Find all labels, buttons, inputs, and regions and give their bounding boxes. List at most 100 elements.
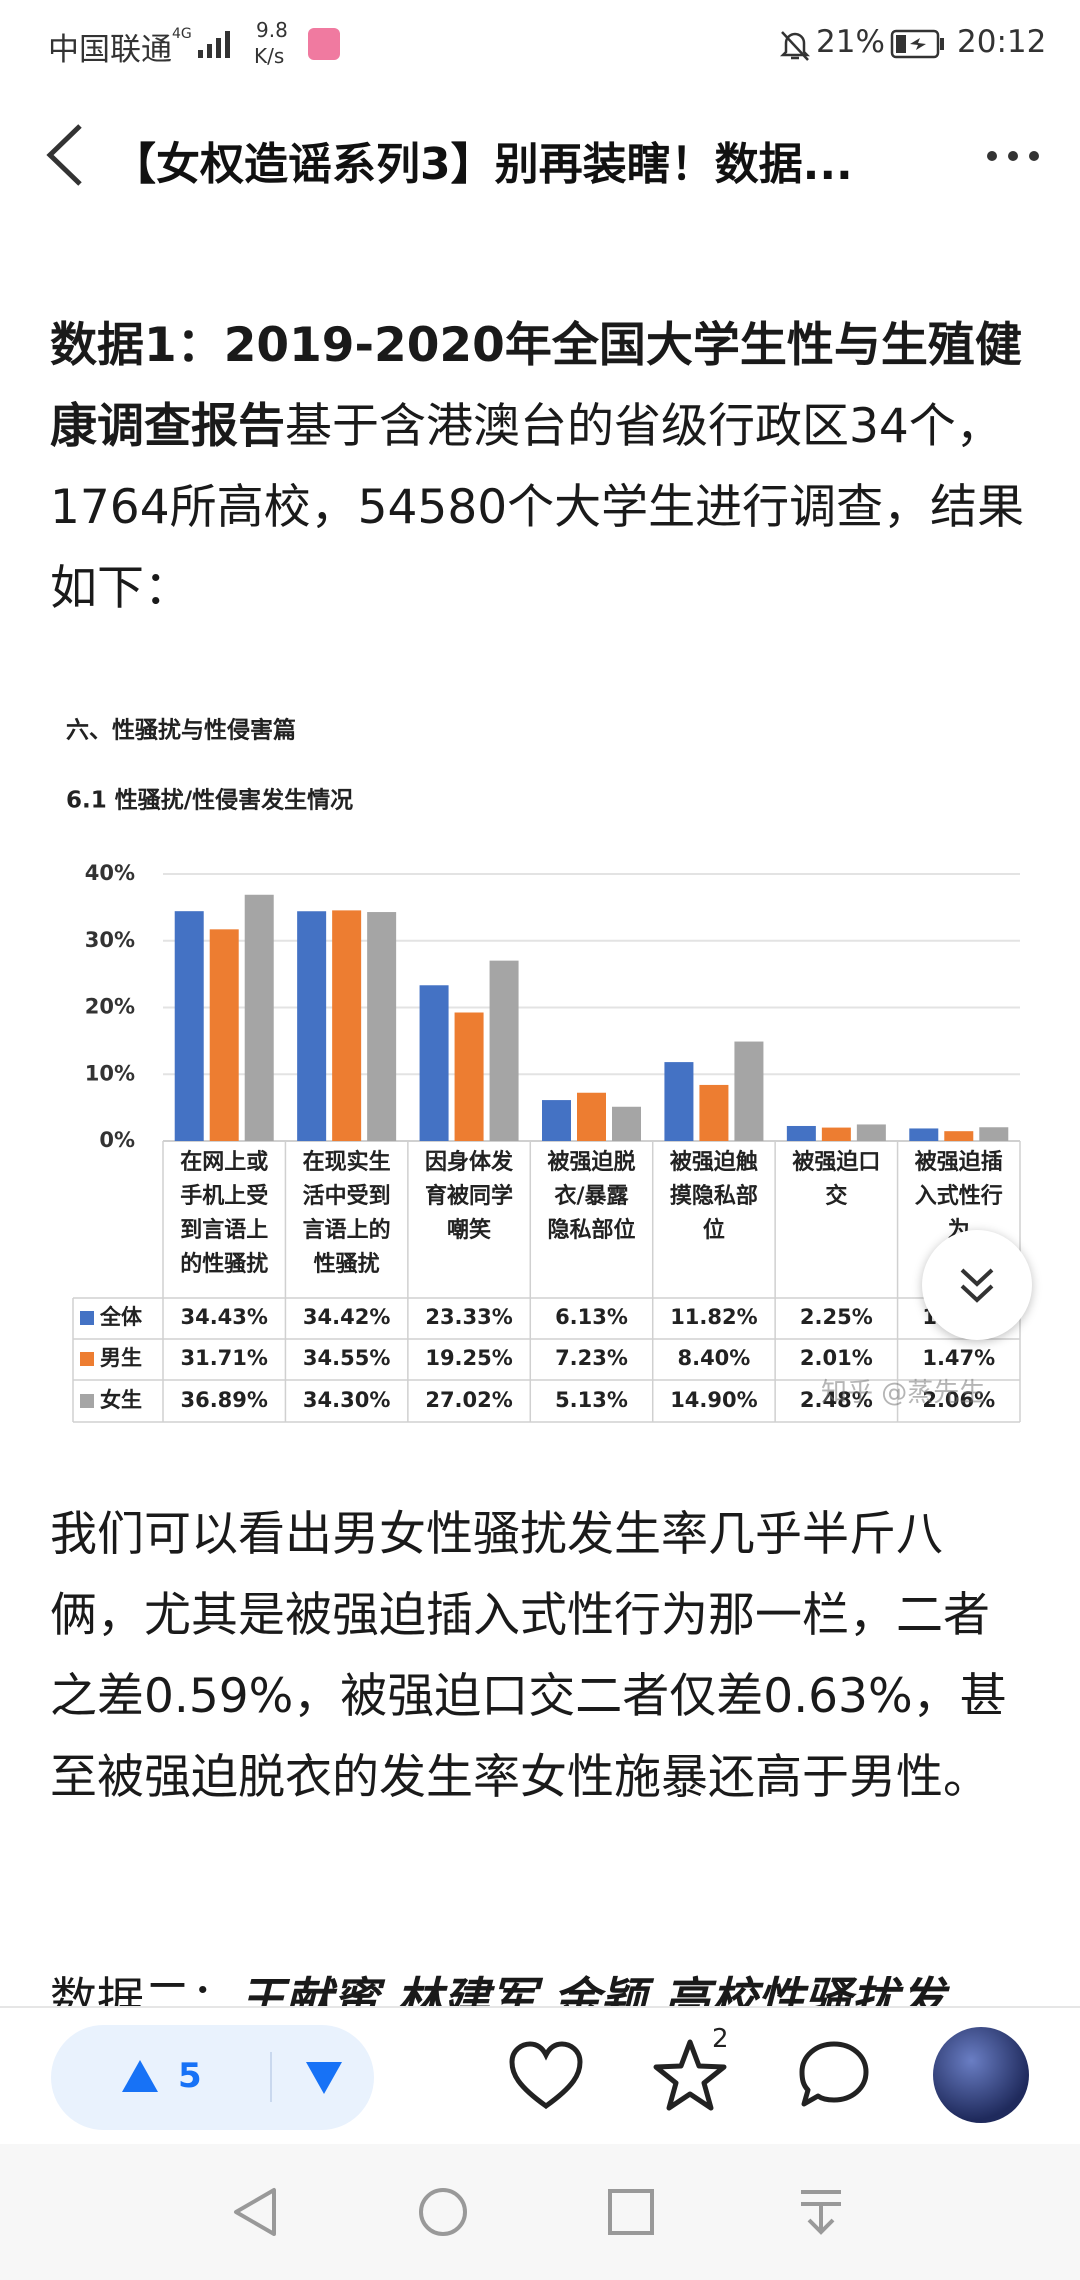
x-tick-label-box: 被强迫触摸隐私部位 [669,1150,758,1243]
bar [542,1100,571,1141]
bar [244,894,274,1141]
article-title: 【女权造谣系列3】别再装瞎！数据... [112,139,853,190]
x-tick-label: 被强迫触摸隐私部位 [669,1150,758,1243]
y-tick-label: 30% [85,928,135,952]
nav-home[interactable] [417,2186,469,2238]
x-tick-label-box: 因身体发育被同学嘲笑 [425,1150,514,1243]
value-label: 34.55% [303,1346,390,1370]
value-label: 2.06% [922,1388,995,1412]
bar [577,1092,606,1141]
comment-button[interactable] [796,2040,872,2112]
value-label: 14.90% [670,1388,757,1412]
nav-back[interactable] [230,2186,280,2238]
bar [489,960,519,1141]
favorite-button[interactable] [652,2038,728,2112]
back-button[interactable] [42,122,88,188]
bar [454,1012,484,1141]
bar [367,912,397,1141]
value-label: 6.13% [555,1305,628,1329]
bar [944,1131,974,1141]
x-tick-label: 被强迫口交 [792,1150,881,1209]
legend-label: 全体 [99,1305,143,1329]
like-button[interactable] [508,2040,584,2112]
bar [979,1127,1009,1141]
bar [699,1084,729,1141]
value-label: 34.42% [303,1305,390,1329]
bar [297,911,327,1141]
value-label: 23.33% [425,1305,512,1329]
paragraph: 数据1：2019-2020年全国大学生性与生殖健康调查报告基于含港澳台的省级行政… [50,305,1030,629]
legend-label: 男生 [100,1346,142,1370]
downvote-icon[interactable] [304,2060,344,2096]
legend-swatch [80,1311,94,1325]
x-tick-label-box: 在网上或手机上受到言语上的性骚扰 [180,1150,269,1277]
value-label: 7.23% [555,1346,628,1370]
divider [270,2052,272,2102]
y-tick-label: 20% [85,995,135,1019]
x-tick-label-box: 被强迫插入式性行为 [914,1150,1003,1243]
bar [612,1106,641,1141]
time: 20:12 [957,24,1047,60]
x-tick-label: 因身体发育被同学嘲笑 [425,1150,514,1243]
paragraph: 我们可以看出男女性骚扰发生率几乎半斤八俩，尤其是被强迫插入式性行为那一栏，二者之… [50,1507,1007,1805]
value-label: 8.40% [677,1346,750,1370]
value-label: 36.89% [180,1388,267,1412]
legend-label: 女生 [100,1388,142,1412]
x-tick-label: 在现实生活中受到言语上的性骚扰 [302,1150,391,1277]
nav-notifications[interactable] [797,2186,845,2238]
speed: 9.8 [256,18,288,42]
bar [419,985,449,1141]
value-label: 2.25% [800,1305,873,1329]
y-tick-label: 40% [85,861,135,885]
value-label: 2.48% [800,1388,873,1412]
x-tick-label: 被强迫脱衣/暴露隐私部位 [547,1150,636,1243]
bar [332,910,362,1141]
favorite-count: 2 [712,2024,729,2054]
upvote-icon[interactable] [120,2058,160,2094]
nav-recent[interactable] [607,2188,655,2236]
value-label: 11.82% [670,1305,757,1329]
battery-level: 21% [816,24,885,60]
x-tick-label-box: 被强迫口交 [792,1150,881,1209]
legend-swatch [80,1352,94,1366]
x-tick-label-box: 被强迫脱衣/暴露隐私部位 [547,1150,636,1243]
upvote-count: 5 [178,2056,202,2096]
bar [856,1124,886,1141]
bar [734,1041,764,1141]
bar [821,1127,851,1141]
chart: 六、性骚扰与性侵害篇 6.1 性骚扰/性侵害发生情况 0% 10% 20% 30% 40… [66,717,1021,1423]
carrier: 中国联通 [48,32,172,68]
x-tick-label-box: 在现实生活中受到言语上的性骚扰 [302,1150,391,1277]
bar [174,911,204,1141]
network: 4G [172,26,192,42]
mute-icon [779,31,811,61]
value-label: 34.43% [180,1305,267,1329]
value-label: 2.01% [800,1346,873,1370]
more-button[interactable] [984,146,1044,166]
watermark: 知乎 @蒸先生 [821,1378,986,1408]
scroll-down-button[interactable] [922,1230,1032,1340]
bold-text: 数据1：2019-2020年全国大学生性与生殖健康调查报告 [50,318,1022,454]
y-tick-label: 10% [85,1061,135,1085]
text: 基于含港澳台的省级行政区34个，1764所高校，54580个大学生进行调查，结果… [50,399,1025,616]
x-tick-label: 被强迫插入式性行为 [914,1150,1003,1243]
author-avatar[interactable] [933,2027,1029,2123]
battery-icon [890,29,944,59]
value-label: 31.71% [180,1346,267,1370]
bar [909,1128,939,1141]
value-label: 34.30% [303,1388,390,1412]
legend-swatch [80,1394,94,1408]
x-tick-label: 在网上或手机上受到言语上的性骚扰 [180,1150,269,1277]
chart-section: 六、性骚扰与性侵害篇 [66,717,296,744]
y-tick-label: 0% [99,1128,135,1152]
value-label: 19.25% [425,1346,512,1370]
value-label: 5.13% [555,1388,628,1412]
bar [664,1062,694,1141]
value-label: 27.02% [425,1388,512,1412]
navigation-bar [0,2144,1080,2280]
app-icon [308,28,340,60]
chart-title: 6.1 性骚扰/性侵害发生情况 [66,787,353,814]
speed-unit: K/s [254,44,285,68]
bar [786,1125,816,1141]
